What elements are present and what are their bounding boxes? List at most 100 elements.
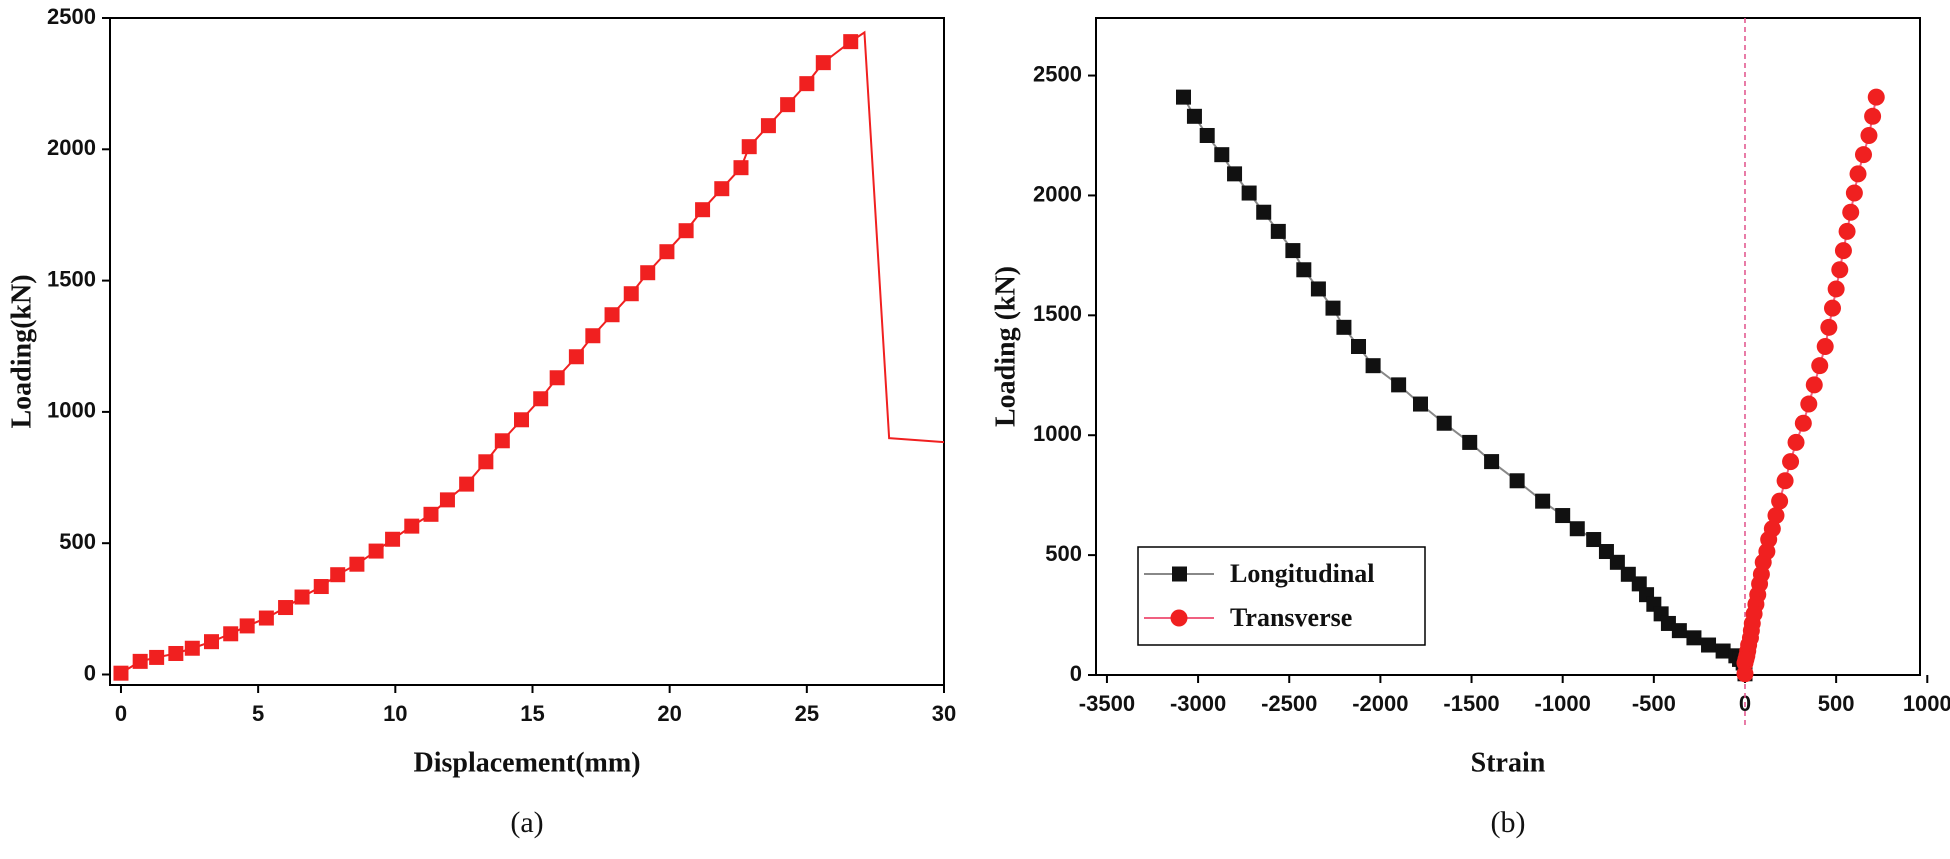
marker — [1811, 357, 1829, 375]
marker — [1845, 184, 1863, 202]
marker — [330, 567, 346, 583]
marker — [1199, 127, 1215, 143]
x-tick-label: -1500 — [1443, 691, 1499, 716]
marker — [1805, 376, 1823, 394]
marker — [1823, 299, 1841, 317]
x-axis-label: Displacement(mm) — [413, 747, 640, 778]
marker — [1535, 493, 1551, 509]
marker — [1800, 395, 1818, 413]
marker — [533, 391, 549, 407]
legend-marker — [1172, 566, 1187, 582]
marker — [1214, 147, 1230, 163]
marker — [1509, 473, 1525, 489]
marker — [1391, 377, 1407, 393]
marker — [478, 454, 494, 470]
y-tick-label: 1500 — [47, 266, 96, 291]
marker — [294, 589, 310, 605]
marker — [1787, 433, 1805, 451]
x-tick-label: -1000 — [1535, 691, 1591, 716]
marker — [1842, 203, 1860, 221]
marker — [714, 181, 730, 197]
marker — [1484, 454, 1500, 470]
y-tick-label: 500 — [59, 529, 96, 554]
marker — [168, 645, 184, 661]
marker — [1555, 508, 1571, 524]
marker — [385, 531, 401, 547]
marker — [1820, 318, 1838, 336]
marker — [1686, 630, 1702, 646]
marker — [799, 76, 815, 92]
marker — [659, 244, 675, 260]
x-tick-label: 15 — [520, 701, 544, 726]
marker — [1462, 434, 1478, 450]
marker — [695, 202, 711, 218]
x-tick-label: 0 — [115, 701, 127, 726]
y-axis-label: Loading (kN) — [990, 266, 1021, 427]
y-tick-label: 2000 — [1033, 181, 1082, 206]
marker — [368, 543, 384, 559]
marker — [313, 579, 329, 595]
marker — [404, 518, 420, 534]
y-tick-label: 2500 — [47, 4, 96, 29]
marker — [439, 492, 455, 508]
marker — [733, 160, 749, 176]
marker — [568, 349, 584, 365]
marker — [1176, 89, 1192, 105]
marker — [258, 610, 274, 626]
marker — [349, 556, 365, 572]
marker — [223, 626, 239, 642]
x-tick-label: -2500 — [1261, 691, 1317, 716]
x-tick-label: 500 — [1818, 691, 1855, 716]
marker — [1867, 88, 1885, 106]
caption: (b) — [1491, 806, 1526, 839]
y-tick-label: 1500 — [1033, 301, 1082, 326]
y-tick-label: 2500 — [1033, 61, 1082, 86]
x-axis-label: Strain — [1471, 747, 1546, 778]
marker — [514, 412, 530, 428]
marker — [1816, 338, 1834, 355]
legend-marker — [1170, 609, 1188, 627]
marker — [1767, 507, 1785, 525]
x-tick-label: -500 — [1632, 691, 1676, 716]
marker — [1671, 623, 1687, 639]
x-tick-label: 30 — [932, 701, 956, 726]
marker — [1325, 300, 1341, 316]
marker — [1831, 261, 1849, 279]
marker — [1227, 166, 1243, 182]
marker — [1854, 146, 1872, 164]
marker — [1834, 242, 1852, 260]
marker — [1436, 415, 1452, 431]
marker — [1736, 665, 1754, 683]
marker — [239, 618, 255, 634]
marker — [459, 476, 475, 492]
marker — [423, 506, 439, 522]
marker — [494, 433, 510, 449]
y-tick-label: 500 — [1045, 541, 1082, 566]
marker — [1782, 453, 1800, 471]
series-line — [850, 30, 945, 444]
y-tick-label: 1000 — [47, 398, 96, 423]
marker — [1827, 280, 1845, 298]
marker — [760, 118, 776, 134]
x-tick-label: -3500 — [1079, 691, 1135, 716]
marker — [149, 649, 165, 665]
marker — [204, 634, 220, 650]
marker — [1351, 339, 1367, 354]
legend-box — [1137, 546, 1426, 646]
plot-frame — [109, 17, 945, 686]
marker — [1336, 319, 1352, 335]
marker — [623, 286, 639, 302]
marker — [1609, 554, 1625, 570]
series-line — [120, 40, 852, 675]
marker — [1586, 532, 1602, 548]
marker — [1569, 521, 1585, 537]
marker — [1256, 204, 1272, 220]
marker — [1285, 243, 1301, 259]
x-tick-label: 20 — [657, 701, 681, 726]
x-tick-label: 10 — [383, 701, 407, 726]
marker — [1365, 358, 1381, 374]
caption: (a) — [510, 806, 543, 839]
marker — [1864, 107, 1882, 125]
marker — [184, 640, 200, 656]
